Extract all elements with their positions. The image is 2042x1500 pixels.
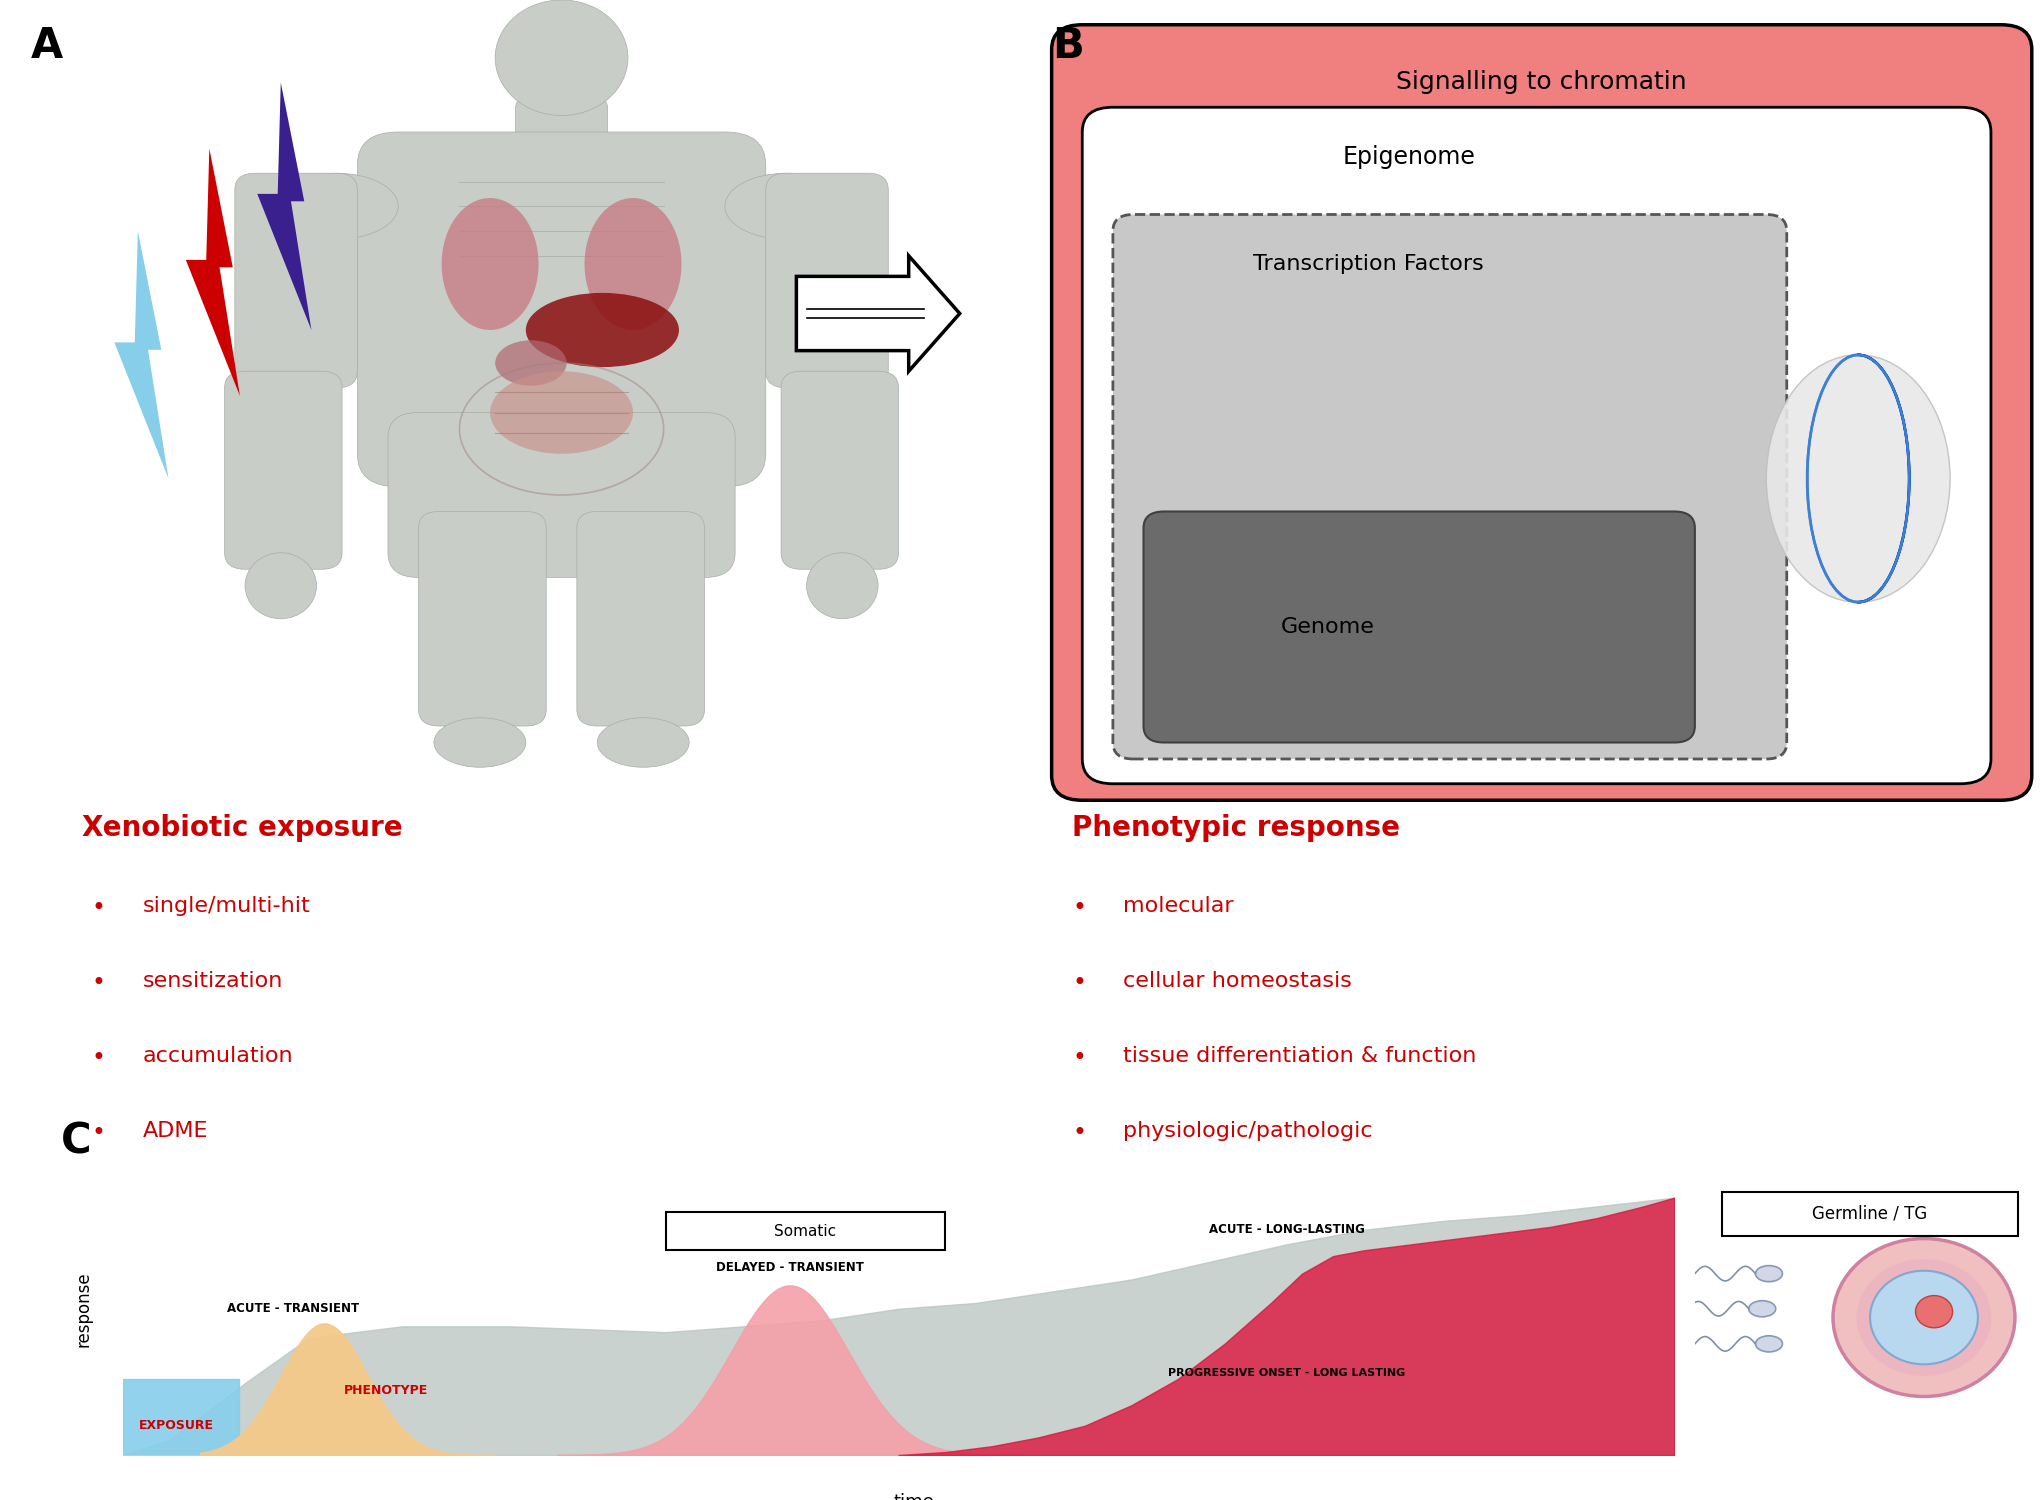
- Text: time: time: [894, 1492, 935, 1500]
- FancyBboxPatch shape: [357, 132, 766, 486]
- Text: Germline / TG: Germline / TG: [1813, 1204, 1928, 1222]
- Text: ACUTE - TRANSIENT: ACUTE - TRANSIENT: [227, 1302, 359, 1314]
- FancyArrow shape: [796, 255, 960, 372]
- Text: Somatic: Somatic: [774, 1224, 837, 1239]
- Text: response: response: [76, 1270, 92, 1347]
- Ellipse shape: [725, 174, 847, 238]
- Text: •: •: [92, 1122, 106, 1146]
- Text: B: B: [1052, 26, 1084, 66]
- Ellipse shape: [441, 198, 539, 330]
- Ellipse shape: [1766, 356, 1950, 602]
- Text: EXPOSURE: EXPOSURE: [139, 1419, 214, 1432]
- Polygon shape: [257, 82, 312, 330]
- Text: tissue differentiation & function: tissue differentiation & function: [1123, 1047, 1476, 1066]
- Ellipse shape: [1756, 1266, 1783, 1281]
- Ellipse shape: [490, 372, 633, 453]
- Text: single/multi-hit: single/multi-hit: [143, 897, 310, 916]
- Ellipse shape: [276, 174, 398, 238]
- FancyBboxPatch shape: [419, 512, 547, 726]
- Text: •: •: [92, 897, 106, 920]
- Polygon shape: [114, 231, 167, 478]
- FancyBboxPatch shape: [235, 174, 357, 388]
- Text: Signalling to chromatin: Signalling to chromatin: [1397, 70, 1687, 94]
- Text: Transcription Factors: Transcription Factors: [1252, 254, 1485, 274]
- Polygon shape: [186, 148, 239, 396]
- Circle shape: [1856, 1258, 1991, 1376]
- FancyBboxPatch shape: [225, 372, 343, 570]
- Text: PHENOTYPE: PHENOTYPE: [345, 1384, 429, 1396]
- FancyBboxPatch shape: [766, 174, 888, 388]
- Ellipse shape: [433, 718, 525, 768]
- FancyBboxPatch shape: [1113, 214, 1787, 759]
- Text: Genome: Genome: [1280, 616, 1374, 638]
- Ellipse shape: [245, 554, 317, 618]
- Text: physiologic/pathologic: physiologic/pathologic: [1123, 1122, 1372, 1142]
- Ellipse shape: [494, 340, 566, 386]
- Text: •: •: [1072, 1047, 1086, 1071]
- Text: accumulation: accumulation: [143, 1047, 294, 1066]
- Text: C: C: [61, 1120, 92, 1162]
- Text: •: •: [92, 972, 106, 996]
- Text: ACUTE - LONG-LASTING: ACUTE - LONG-LASTING: [1209, 1222, 1364, 1236]
- FancyBboxPatch shape: [388, 413, 735, 578]
- FancyBboxPatch shape: [1082, 108, 1991, 783]
- Text: Phenotypic response: Phenotypic response: [1072, 813, 1401, 842]
- Ellipse shape: [1756, 1336, 1783, 1352]
- Text: DELAYED - TRANSIENT: DELAYED - TRANSIENT: [717, 1260, 864, 1274]
- Text: PROGRESSIVE ONSET - LONG LASTING: PROGRESSIVE ONSET - LONG LASTING: [1168, 1368, 1405, 1378]
- Ellipse shape: [596, 718, 690, 768]
- Text: •: •: [1072, 972, 1086, 996]
- FancyBboxPatch shape: [1144, 512, 1695, 742]
- Polygon shape: [123, 1378, 239, 1455]
- FancyBboxPatch shape: [780, 372, 898, 570]
- Ellipse shape: [807, 554, 878, 618]
- Ellipse shape: [1748, 1300, 1777, 1317]
- Circle shape: [1834, 1239, 2015, 1397]
- Text: cellular homeostasis: cellular homeostasis: [1123, 972, 1352, 992]
- Ellipse shape: [525, 292, 678, 368]
- Text: sensitization: sensitization: [143, 972, 284, 992]
- FancyBboxPatch shape: [578, 512, 704, 726]
- Bar: [666, 1212, 945, 1251]
- Circle shape: [1870, 1270, 1979, 1365]
- FancyBboxPatch shape: [1052, 26, 2032, 801]
- Text: ADME: ADME: [143, 1122, 208, 1142]
- Text: molecular: molecular: [1123, 897, 1233, 916]
- Bar: [1721, 1191, 2017, 1236]
- Text: •: •: [1072, 897, 1086, 920]
- Text: Epigenome: Epigenome: [1342, 146, 1476, 170]
- Text: •: •: [92, 1047, 106, 1071]
- FancyBboxPatch shape: [515, 99, 606, 182]
- Circle shape: [1915, 1296, 1952, 1328]
- Text: Xenobiotic exposure: Xenobiotic exposure: [82, 813, 402, 842]
- Text: A: A: [31, 26, 63, 66]
- Ellipse shape: [494, 0, 629, 116]
- Ellipse shape: [584, 198, 682, 330]
- Text: •: •: [1072, 1122, 1086, 1146]
